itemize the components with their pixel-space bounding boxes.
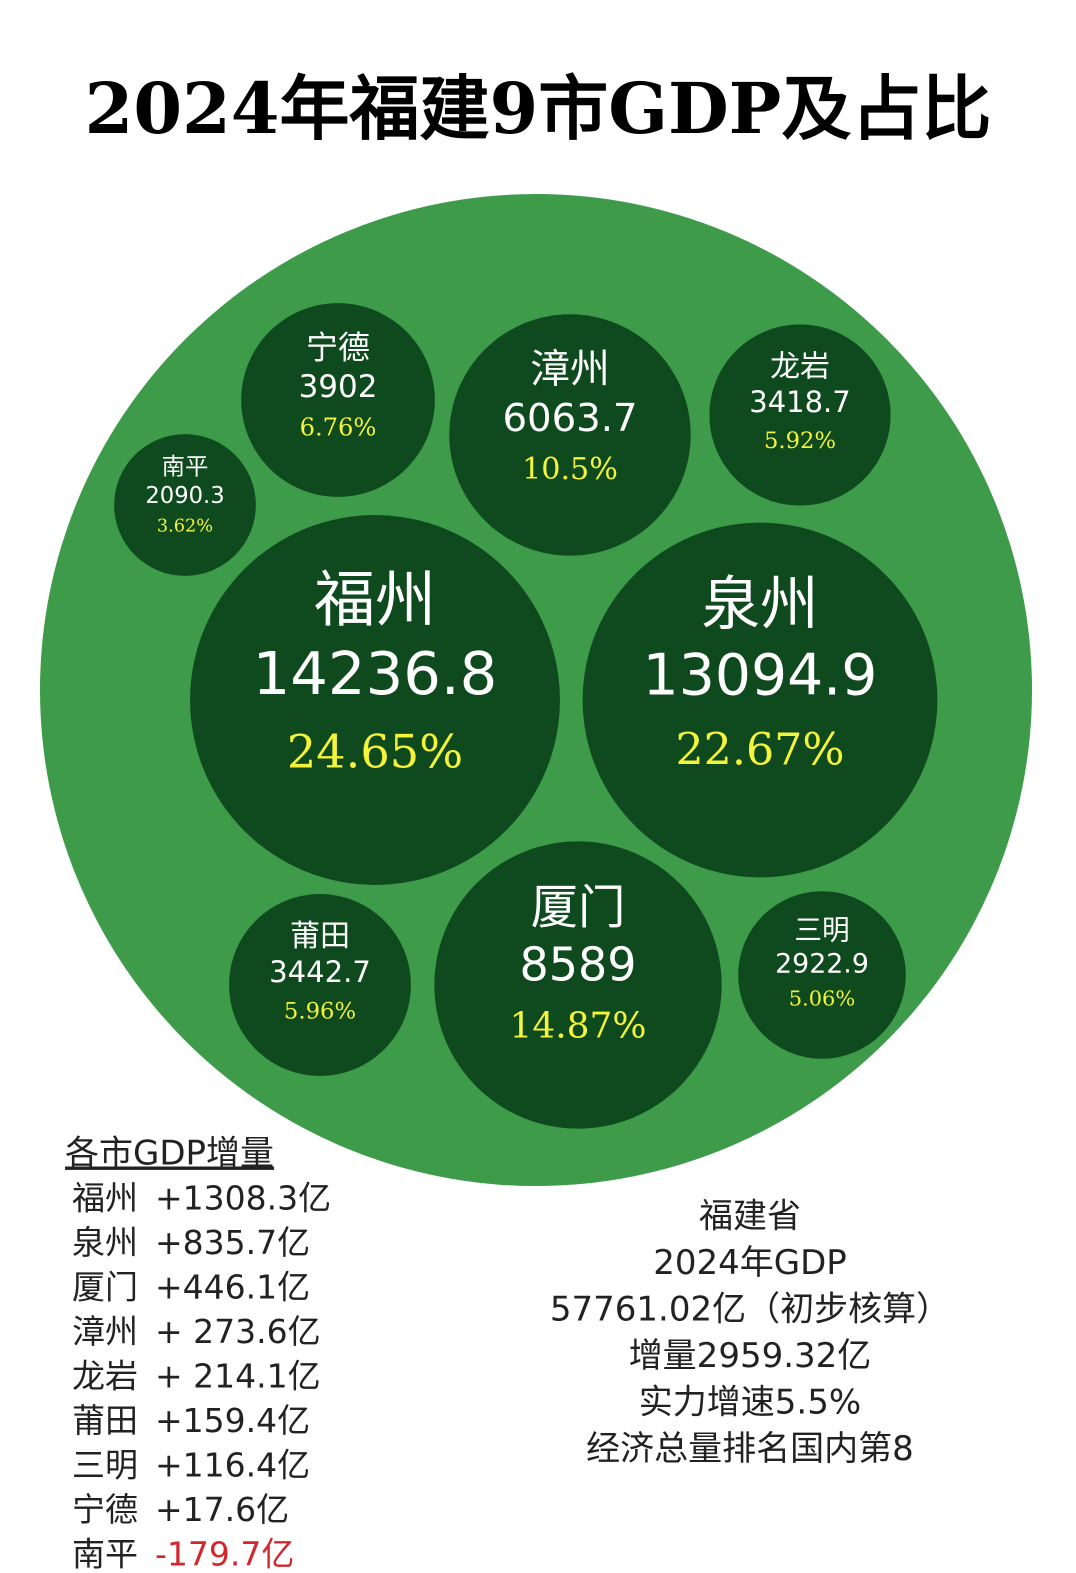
bubble (229, 894, 411, 1076)
summary: 福建省 2024年GDP 57761.02亿（初步核算） 增量2959.32亿实力增速… (550, 1197, 950, 1470)
increment-city: 漳州 (72, 1312, 138, 1351)
increment-value: +446.1亿 (155, 1268, 310, 1307)
increment-title: 各市GDP增量 (65, 1134, 274, 1174)
summary-line: 福建省 (699, 1197, 801, 1237)
share-label: 6.76% (300, 414, 377, 442)
increment-value: -179.7亿 (155, 1535, 294, 1570)
value-label: 2090.3 (145, 483, 224, 509)
increment-city: 三明 (72, 1446, 138, 1485)
value-label: 13094.9 (643, 642, 878, 708)
bubble (434, 841, 722, 1129)
increment-city: 福州 (72, 1179, 138, 1218)
increment-value: +159.4亿 (155, 1401, 310, 1440)
increment-city: 莆田 (72, 1401, 138, 1440)
value-label: 8589 (520, 937, 637, 991)
increment-city: 南平 (72, 1535, 138, 1570)
increment-city: 泉州 (72, 1223, 138, 1262)
share-label: 3.62% (157, 516, 213, 536)
summary-line: 增量2959.32亿 (629, 1336, 872, 1376)
value-label: 2922.9 (775, 948, 869, 979)
chart-title: 2024年福建9市GDP及占比 (85, 67, 992, 150)
city-label: 厦门 (531, 880, 626, 935)
summary-line: 实力增速5.5% (639, 1383, 861, 1423)
share-label: 24.65% (287, 724, 463, 778)
city-label: 泉州 (701, 570, 818, 638)
share-label: 5.06% (789, 987, 856, 1011)
increment-value: +1308.3亿 (155, 1179, 331, 1218)
city-label: 漳州 (530, 347, 610, 393)
value-label: 3418.7 (749, 385, 850, 419)
value-label: 6063.7 (502, 396, 637, 441)
increment-value: +835.7亿 (155, 1223, 310, 1262)
summary-line: 2024年GDP (653, 1243, 847, 1283)
share-label: 22.67% (675, 725, 844, 776)
increment-city: 龙岩 (72, 1357, 138, 1396)
city-label: 宁德 (306, 329, 370, 367)
share-label: 14.87% (510, 1006, 647, 1047)
increment-value: +17.6亿 (155, 1490, 289, 1529)
increment-city: 宁德 (72, 1490, 138, 1529)
city-label: 莆田 (290, 919, 350, 954)
value-label: 14236.8 (253, 639, 498, 708)
increment-value: + 273.6亿 (155, 1312, 321, 1351)
summary-line: 经济总量排名国内第8 (586, 1429, 914, 1469)
city-label: 三明 (794, 913, 849, 946)
increment-value: + 214.1亿 (155, 1357, 321, 1396)
bubble (582, 522, 938, 878)
bubble (709, 324, 891, 506)
share-label: 5.92% (764, 428, 836, 454)
city-label: 福州 (314, 564, 436, 635)
increment-value: +116.4亿 (155, 1446, 310, 1485)
bubble (738, 891, 906, 1059)
increment-city: 厦门 (72, 1268, 138, 1307)
city-label: 南平 (162, 453, 209, 481)
bubble (241, 303, 435, 497)
value-label: 3442.7 (269, 955, 371, 989)
bubble (114, 434, 256, 576)
bubble (190, 515, 560, 885)
share-label: 10.5% (522, 452, 618, 487)
bubble (449, 314, 691, 556)
city-label: 龙岩 (770, 349, 830, 384)
summary-line: 57761.02亿（初步核算） (550, 1290, 950, 1330)
value-label: 3902 (299, 369, 378, 405)
share-label: 5.96% (284, 998, 356, 1024)
